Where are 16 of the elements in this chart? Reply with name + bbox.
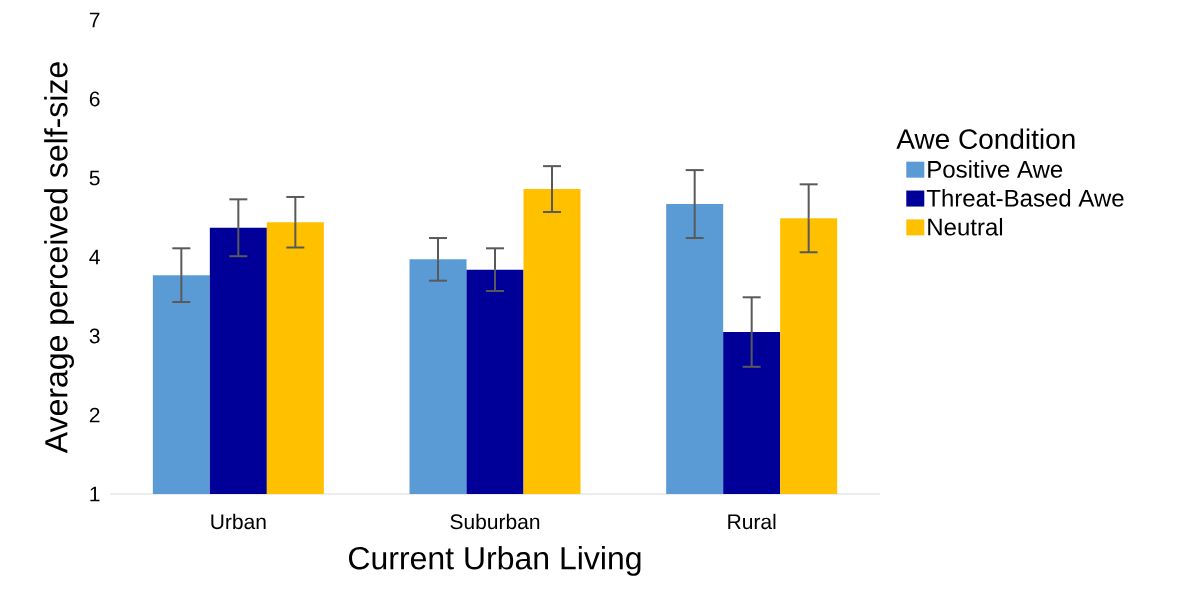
x-tick-label: Urban xyxy=(211,513,266,530)
legend-title: Awe Condition xyxy=(896,128,1075,150)
legend-label: Threat-Based Awe xyxy=(926,189,1124,207)
x-tick-label: Rural xyxy=(728,513,776,530)
y-tick-label: 3 xyxy=(89,328,100,344)
y-tick-label: 5 xyxy=(89,170,100,186)
y-tick-label: 1 xyxy=(90,486,100,502)
y-tick-label: 6 xyxy=(89,91,100,107)
y-axis-title: Average perceived self-size xyxy=(44,62,74,454)
x-axis-title: Current Urban Living xyxy=(349,546,641,576)
y-tick-label: 7 xyxy=(89,12,100,28)
x-tick-label: Suburban xyxy=(450,513,540,530)
y-tick-label: 2 xyxy=(89,407,100,423)
legend-label: Neutral xyxy=(928,217,1003,236)
y-tick-label: 4 xyxy=(89,249,100,265)
legend-label: Positive Awe xyxy=(928,160,1063,178)
